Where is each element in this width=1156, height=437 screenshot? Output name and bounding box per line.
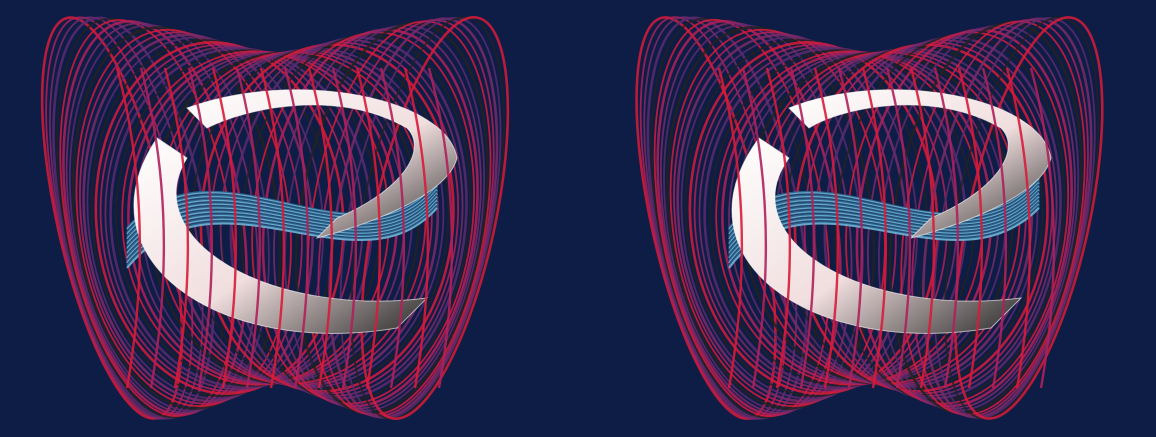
foreground-field-line: [789, 67, 816, 389]
foreground-field-line: [981, 67, 1008, 389]
foreground-field-line: [403, 67, 430, 389]
foreground-field-line: [115, 67, 142, 389]
white-band-lower: [731, 137, 1023, 334]
outer-field-ring: [680, 36, 918, 400]
foreground-field-line: [837, 67, 864, 389]
white-band-upper: [788, 89, 1052, 239]
foreground-field-line: [307, 67, 334, 389]
foreground-field-line: [741, 67, 768, 389]
right-view: [635, 16, 1104, 420]
foreground-field-line: [139, 67, 166, 389]
outer-field-ring: [676, 33, 908, 403]
foreground-field-line: [355, 67, 382, 389]
foreground-field-line: [861, 67, 888, 389]
foreground-field-line: [211, 67, 238, 389]
foreground-field-line: [909, 67, 936, 389]
outer-field-ring: [94, 41, 345, 395]
foreground-field-line: [331, 67, 358, 389]
foreground-field-line: [187, 67, 214, 389]
outer-field-ring: [688, 41, 939, 395]
outer-field-ring: [693, 43, 948, 393]
foreground-field-line: [259, 67, 286, 389]
foreground-field-line: [957, 67, 984, 389]
foreground-field-line: [379, 67, 406, 389]
foreground-field-line: [765, 67, 792, 389]
foreground-field-line: [1005, 67, 1032, 389]
foreground-field-line: [885, 67, 912, 389]
outer-field-ring: [684, 39, 929, 397]
foreground-field-line: [283, 67, 310, 389]
outer-field-ring: [99, 43, 354, 393]
foreground-field-line: [717, 67, 744, 389]
outer-field-ring: [86, 36, 325, 400]
foreground-field-line: [163, 67, 190, 389]
foreground-field-line: [235, 67, 262, 389]
foreground-field-line: [1029, 67, 1056, 389]
outer-field-ring: [82, 33, 314, 403]
white-band-upper: [186, 89, 458, 239]
left-view: [40, 16, 510, 420]
outer-field-ring: [90, 39, 335, 397]
foreground-field-line: [933, 67, 960, 389]
foreground-field-line: [813, 67, 840, 389]
foreground-field-line: [427, 67, 454, 389]
